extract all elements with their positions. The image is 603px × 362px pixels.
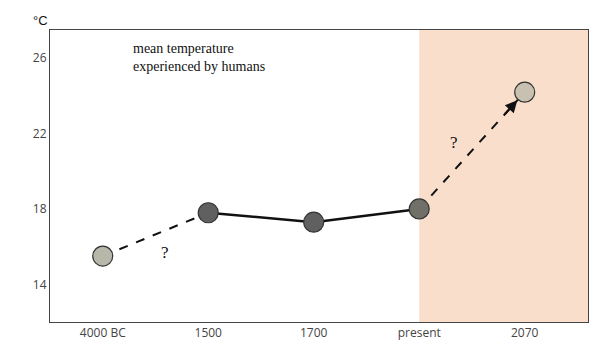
svg-text:22: 22 [33, 125, 47, 142]
svg-text:°C: °C [33, 13, 48, 28]
svg-text:?: ? [450, 133, 458, 152]
svg-text:18: 18 [33, 200, 47, 217]
svg-text:mean temperatureexperienced by: mean temperatureexperienced by humans [133, 41, 265, 74]
svg-text:14: 14 [33, 276, 47, 293]
svg-text:26: 26 [33, 49, 47, 66]
svg-text:present: present [398, 324, 441, 341]
svg-text:1500: 1500 [195, 324, 223, 341]
svg-text:2070: 2070 [511, 324, 539, 341]
svg-text:4000 BC: 4000 BC [80, 324, 126, 341]
svg-text:1700: 1700 [300, 324, 328, 341]
svg-text:?: ? [161, 243, 169, 262]
